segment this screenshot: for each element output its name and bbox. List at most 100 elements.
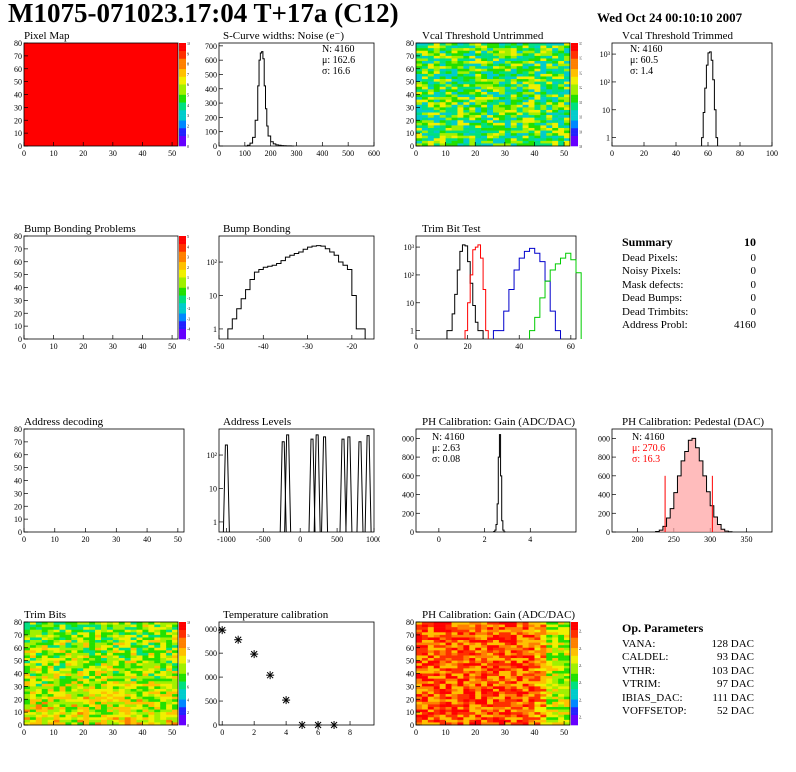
heatmap-cell	[463, 115, 470, 118]
heatmap-cell	[35, 640, 43, 643]
heatmap-cell	[142, 686, 149, 690]
heatmap-cell	[148, 688, 155, 692]
heatmap-cell	[498, 658, 506, 661]
heatmap-cell	[493, 81, 500, 85]
heatmap-cell	[469, 704, 476, 708]
heatmap-cell	[546, 48, 553, 52]
heatmap-cell	[510, 97, 517, 100]
heatmap-cell	[534, 676, 541, 679]
heatmap-cell	[481, 94, 488, 98]
heatmap-cell	[136, 719, 143, 723]
z-color-cell	[571, 99, 578, 103]
heatmap-cell	[540, 107, 547, 111]
heatmap-cell	[528, 99, 535, 103]
heatmap-cell	[493, 699, 500, 703]
heatmap-cell	[118, 652, 125, 656]
heatmap-cell	[540, 102, 547, 106]
heatmap-cell	[469, 55, 476, 59]
heatmap-cell	[504, 663, 512, 667]
heatmap-cell	[552, 629, 559, 633]
heatmap-cell	[166, 645, 173, 649]
heatmap-cell	[487, 99, 494, 103]
heatmap-cell	[469, 66, 476, 70]
y-tick-label: 10²	[207, 258, 218, 267]
heatmap-cell	[95, 632, 102, 636]
heatmap-cell	[118, 673, 125, 677]
heatmap-cell	[445, 681, 452, 685]
heatmap-cell	[89, 678, 96, 682]
heatmap-cell	[457, 102, 464, 106]
heatmap-cell	[148, 676, 155, 679]
heatmap-cell	[416, 138, 423, 142]
heatmap-cell	[433, 665, 440, 669]
heatmap-cell	[481, 696, 488, 700]
heatmap-cell	[522, 668, 529, 672]
heatmap-cell	[416, 45, 423, 49]
heatmap-cell	[475, 86, 482, 90]
heatmap-cell	[457, 650, 464, 654]
heatmap-cell	[540, 138, 547, 142]
heatmap-cell	[558, 694, 565, 697]
heatmap-cell	[106, 688, 114, 692]
y-tick-label: 400	[598, 491, 610, 500]
heatmap-cell	[540, 717, 547, 721]
heatmap-cell	[528, 117, 535, 121]
heatmap-cell	[552, 58, 559, 62]
heatmap-cell	[439, 133, 446, 136]
z-color-cell	[179, 284, 186, 288]
heatmap-cell	[522, 79, 529, 82]
z-tick-label: 7	[187, 72, 189, 77]
heatmap-cell	[463, 670, 470, 674]
heatmap-cell	[564, 655, 571, 659]
heatmap-cell	[41, 622, 48, 625]
heatmap-cell	[481, 709, 488, 713]
heatmap-cell	[35, 706, 43, 710]
z-color-cell	[571, 629, 578, 633]
heatmap-cell	[564, 658, 571, 661]
heatmap-cell	[59, 660, 66, 664]
heatmap-cell	[421, 699, 429, 703]
heatmap-cell	[106, 650, 114, 654]
heatmap-cell	[469, 73, 476, 77]
heatmap-cell	[552, 63, 559, 67]
heatmap-cell	[439, 665, 446, 669]
heatmap-cell	[24, 640, 31, 643]
heatmap-cell	[481, 45, 488, 49]
heatmap-cell	[510, 50, 517, 54]
heatmap-cell	[439, 627, 446, 631]
heatmap-cell	[172, 655, 179, 659]
heatmap-cell	[516, 681, 523, 685]
stats-box: N: 4160 μ: 270.6 σ: 16.3	[632, 432, 665, 465]
heatmap-cell	[421, 135, 429, 139]
heatmap-cell	[112, 676, 120, 679]
heatmap-cell	[47, 622, 54, 625]
level-peak	[356, 441, 364, 533]
heatmap-cell	[172, 694, 179, 697]
heatmap-cell	[552, 678, 559, 682]
heatmap-cell	[101, 637, 108, 641]
heatmap-cell	[534, 66, 541, 70]
heatmap-cell	[487, 634, 494, 638]
heatmap-cell	[416, 91, 423, 95]
heatmap-cell	[124, 688, 131, 692]
heatmap-cell	[457, 722, 464, 726]
heatmap-cell	[546, 719, 553, 723]
heatmap-cell	[154, 704, 161, 708]
heatmap-cell	[59, 704, 66, 708]
heatmap-cell	[433, 712, 440, 715]
heatmap-cell	[112, 645, 120, 649]
heatmap-cell	[546, 130, 553, 134]
heatmap-cell	[469, 712, 476, 715]
heatmap-cell	[95, 665, 102, 669]
y-tick-label: 10	[14, 322, 22, 331]
heatmap-cell	[83, 670, 90, 674]
heatmap-cell	[457, 634, 464, 638]
heatmap-cell	[540, 655, 547, 659]
heatmap-cell	[445, 627, 452, 631]
heatmap-cell	[101, 722, 108, 726]
heatmap-cell	[558, 640, 565, 643]
heatmap-cell	[498, 622, 506, 625]
heatmap-cell	[498, 112, 506, 116]
heatmap-cell	[516, 84, 523, 88]
heatmap-cell	[427, 642, 435, 646]
